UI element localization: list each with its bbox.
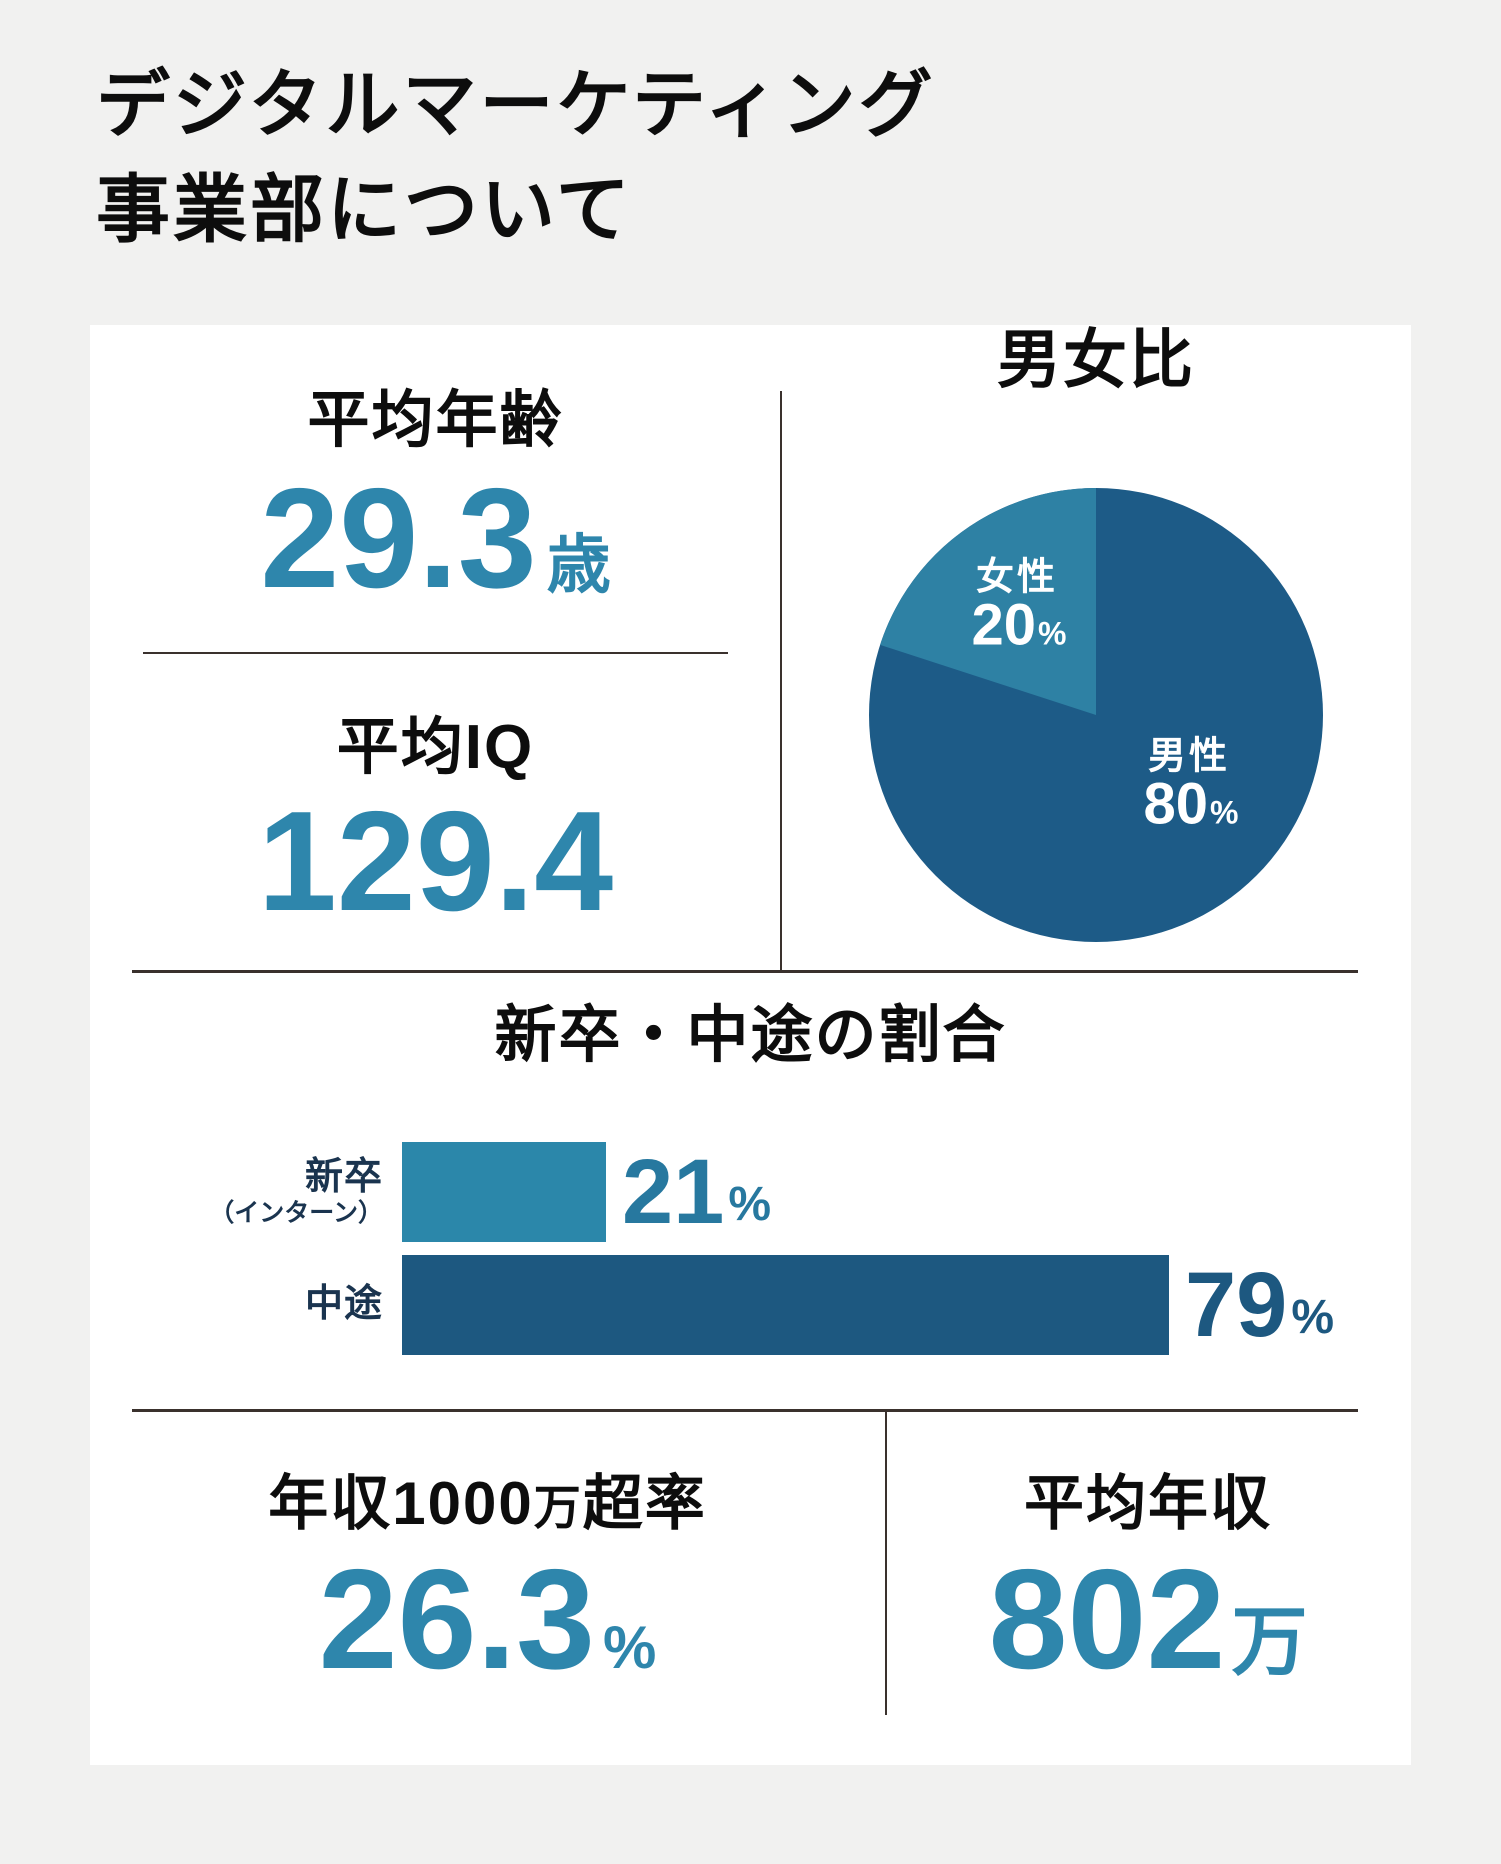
gender-pie-chart: 女性 20 % 男性 80 % bbox=[869, 488, 1323, 942]
divider-bottom-vertical bbox=[885, 1411, 887, 1715]
bar-shinsotsu bbox=[402, 1142, 606, 1242]
page-title-line2: 事業部について bbox=[96, 168, 633, 252]
income-over-10m-label: 年収1000万超率 bbox=[268, 1470, 707, 1537]
average-age-label: 平均年齢 bbox=[307, 386, 564, 455]
divider-middle bbox=[132, 970, 1358, 973]
bar-label-shinsotsu: 新卒 （インターン） bbox=[209, 1155, 383, 1228]
average-income-unit: 万 bbox=[1231, 1600, 1308, 1685]
average-age-unit: 歳 bbox=[546, 529, 611, 601]
average-iq-number: 129.4 bbox=[257, 782, 614, 941]
gender-ratio-title: 男女比 bbox=[997, 324, 1195, 396]
income-over-10m-block: 年収1000万超率 26.3 % bbox=[90, 1411, 885, 1767]
average-iq-label: 平均IQ bbox=[336, 713, 535, 782]
average-iq-block: 平均IQ bbox=[90, 713, 781, 782]
divider-age-iq bbox=[143, 652, 728, 654]
bar-chuto bbox=[402, 1255, 1169, 1355]
average-iq-value: 129.4 bbox=[90, 791, 781, 933]
average-income-label: 平均年収 bbox=[1024, 1470, 1272, 1537]
gender-pie-svg bbox=[869, 488, 1323, 942]
average-income-number: 802 bbox=[988, 1540, 1226, 1699]
income-over-10m-number: 26.3 bbox=[318, 1540, 595, 1699]
bar-value-chuto: 79 % bbox=[1185, 1254, 1335, 1356]
divider-bottom bbox=[132, 1409, 1358, 1412]
pie-male-value: 80 % bbox=[1143, 771, 1239, 837]
average-age-value: 29.3 歳 bbox=[90, 468, 781, 610]
page-title-line1: デジタルマーケティング bbox=[96, 63, 936, 146]
recruit-bar-chart: 新卒 （インターン） 21 % 中途 79 % bbox=[90, 1142, 1411, 1411]
page-title: デジタルマーケティング 事業部について bbox=[96, 52, 936, 262]
income-over-10m-percent: % bbox=[603, 1614, 657, 1681]
bar-label-chuto: 中途 bbox=[304, 1283, 383, 1326]
bar-value-shinsotsu: 21 % bbox=[622, 1141, 772, 1243]
average-age-number: 29.3 bbox=[260, 459, 537, 618]
average-income-value: 802 万 bbox=[885, 1549, 1411, 1691]
average-age-block: 平均年齢 bbox=[90, 386, 781, 455]
average-income-block: 平均年収 802 万 bbox=[885, 1411, 1411, 1767]
recruit-ratio-title: 新卒・中途の割合 bbox=[494, 1001, 1007, 1070]
divider-top-vertical bbox=[780, 391, 782, 972]
pie-slice-female bbox=[880, 488, 1096, 715]
pie-female-label: 女性 bbox=[975, 556, 1059, 599]
gender-ratio-block: 男女比 bbox=[781, 324, 1411, 396]
income-over-10m-value: 26.3 % bbox=[90, 1549, 885, 1691]
pie-female-value: 20 % bbox=[971, 592, 1067, 658]
pie-male-label: 男性 bbox=[1147, 735, 1231, 778]
stats-card: 平均年齢 29.3 歳 平均IQ 129.4 男女比 女性 20 % bbox=[90, 325, 1411, 1765]
